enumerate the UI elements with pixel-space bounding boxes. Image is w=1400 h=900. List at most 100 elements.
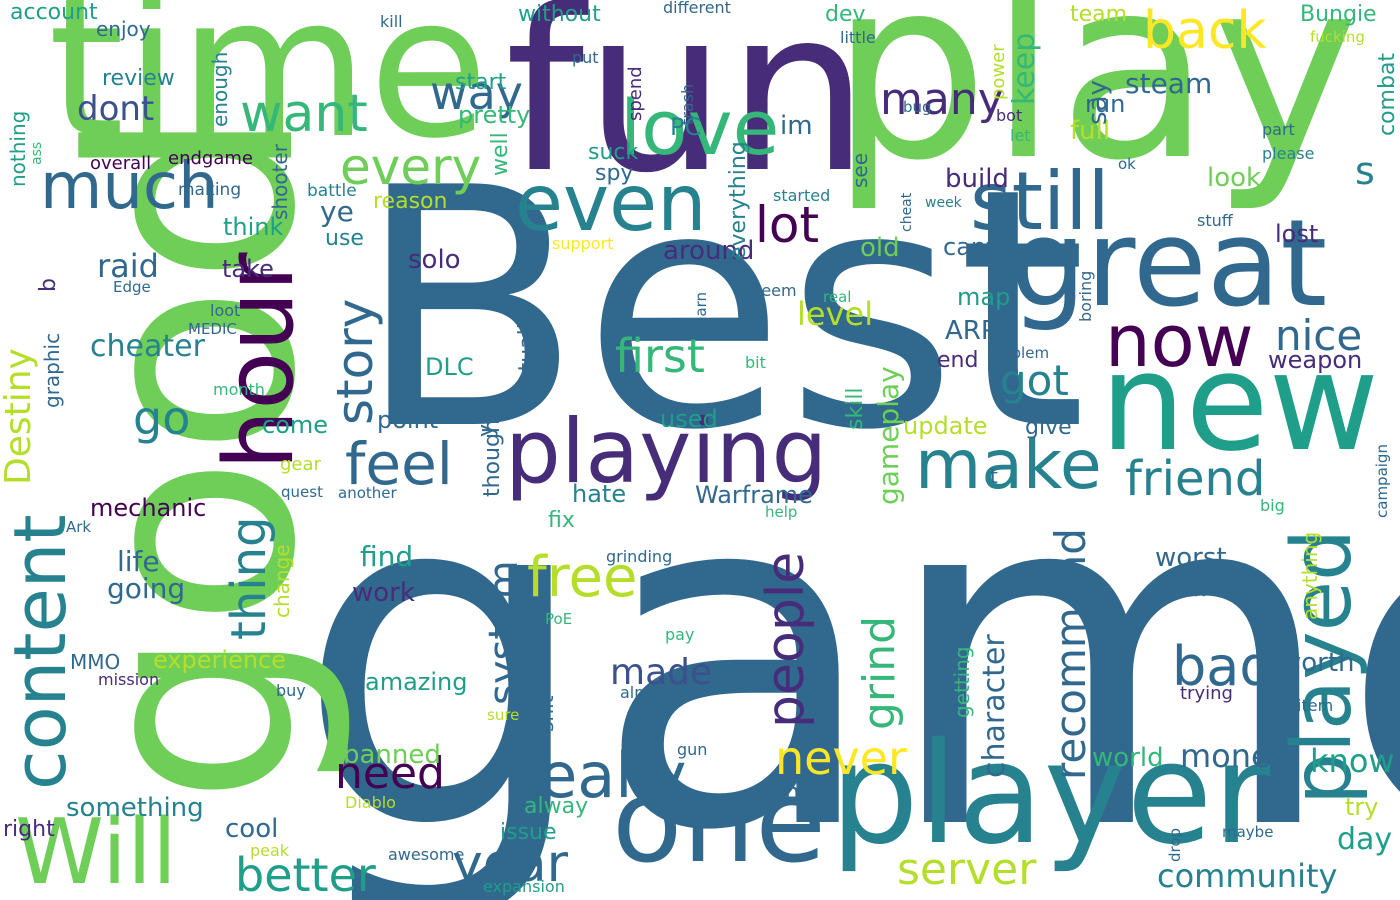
word-stuff: stuff bbox=[1197, 211, 1233, 230]
word-nice: nice bbox=[1275, 311, 1363, 360]
word-old: old bbox=[860, 233, 900, 263]
word-way: way bbox=[430, 66, 524, 120]
word-better: better bbox=[235, 848, 376, 900]
word-warframe: Warframe bbox=[695, 481, 813, 509]
word-big: big bbox=[1260, 496, 1285, 515]
word-new: new bbox=[1100, 324, 1380, 481]
word-system: system bbox=[481, 560, 527, 705]
word-team: team bbox=[1070, 2, 1128, 27]
word-right: right bbox=[3, 817, 55, 842]
word-dont: dont bbox=[77, 89, 155, 129]
word-without: without bbox=[518, 2, 601, 27]
word-still: still bbox=[970, 155, 1110, 248]
word-story: story bbox=[326, 298, 384, 425]
word-much: much bbox=[40, 150, 219, 224]
word-bot: bot bbox=[996, 106, 1023, 125]
word-real: real bbox=[823, 288, 852, 306]
word-say: say bbox=[1083, 80, 1113, 125]
word-see: see bbox=[848, 152, 872, 188]
word-game: game bbox=[295, 386, 1400, 900]
word-cant: cant bbox=[943, 233, 996, 261]
word-run: run bbox=[1085, 90, 1126, 118]
word-bit: bit bbox=[745, 353, 766, 372]
word-got: got bbox=[1000, 356, 1069, 405]
word-awesome: awesome bbox=[388, 845, 465, 864]
word-suck: suck bbox=[588, 140, 639, 165]
word-end: end bbox=[937, 348, 979, 373]
word-change: change bbox=[270, 544, 294, 618]
word-though: though bbox=[480, 419, 505, 497]
word-many: many bbox=[880, 74, 1004, 125]
word-week: week bbox=[925, 195, 962, 211]
word-first: first bbox=[615, 329, 705, 383]
word-ok: ok bbox=[1118, 155, 1136, 173]
word-solo: solo bbox=[408, 245, 461, 275]
word-pretty: pretty bbox=[458, 101, 531, 129]
word-character: character bbox=[977, 634, 1012, 778]
word-day: day bbox=[1337, 822, 1393, 857]
word-give: give bbox=[1025, 415, 1072, 440]
word-review: review bbox=[102, 66, 175, 91]
word-enough: enough bbox=[208, 51, 232, 127]
word-steam: steam bbox=[1125, 67, 1213, 100]
word-edge: Edge bbox=[113, 278, 151, 296]
word-dev: dev bbox=[825, 2, 866, 27]
word-now: now bbox=[1105, 299, 1254, 383]
word-mmo: MMO bbox=[70, 650, 121, 674]
word-drop: drop bbox=[1166, 827, 1184, 862]
word-try: try bbox=[1345, 793, 1379, 821]
word-make: make bbox=[915, 426, 1102, 505]
word-campaign: campaign bbox=[1373, 444, 1391, 518]
word-raid: raid bbox=[97, 247, 159, 285]
word-well: well bbox=[488, 132, 513, 176]
word-spend: spend bbox=[625, 66, 646, 121]
word-t: t bbox=[990, 464, 998, 488]
word-look: look bbox=[1207, 163, 1262, 193]
word-cheat: cheat bbox=[899, 192, 915, 232]
word-going: going bbox=[107, 572, 186, 605]
word-feel: feel bbox=[345, 430, 453, 498]
word-poe: PoE bbox=[545, 610, 573, 628]
word-trying: trying bbox=[1180, 683, 1233, 704]
word-friend: friend bbox=[1125, 451, 1266, 507]
word-peak: peak bbox=[250, 841, 290, 860]
word-loot: loot bbox=[210, 301, 241, 320]
word-something: something bbox=[66, 793, 204, 823]
word-really: really bbox=[515, 739, 687, 812]
word-one: one bbox=[612, 755, 826, 889]
word-shit: shit bbox=[534, 695, 558, 733]
word-use: use bbox=[325, 226, 364, 251]
word-server: server bbox=[897, 844, 1037, 895]
word-money: money bbox=[1180, 737, 1290, 775]
word-enjoy: enjoy bbox=[96, 17, 151, 41]
word-battle: battle bbox=[307, 181, 357, 201]
word-power: power bbox=[988, 44, 1009, 100]
word-ark: Ark bbox=[66, 518, 92, 536]
word-map: map bbox=[957, 283, 1011, 311]
word-full: full bbox=[1070, 116, 1111, 146]
word-play: play bbox=[830, 0, 1360, 215]
word-worst: worst bbox=[1155, 543, 1227, 573]
word-seem: seem bbox=[753, 281, 797, 300]
word-long: long bbox=[763, 778, 815, 806]
word-shooter: shooter bbox=[268, 144, 292, 220]
word-year: year bbox=[452, 834, 569, 894]
word-cool: cool bbox=[225, 814, 279, 844]
word-graphic: graphic bbox=[40, 332, 64, 408]
word-pay: pay bbox=[665, 625, 695, 644]
word-find: find bbox=[360, 540, 414, 573]
word-amazing: amazing bbox=[365, 668, 468, 696]
word-come: come bbox=[262, 411, 329, 439]
word-diablo: Diablo bbox=[345, 793, 396, 812]
word-nothing: nothing bbox=[6, 110, 30, 187]
word-grinding: grinding bbox=[606, 547, 673, 566]
word-will: Will bbox=[15, 800, 178, 900]
word-mission: mission bbox=[98, 670, 160, 689]
word-reason: reason bbox=[373, 189, 448, 214]
word-trash: trash bbox=[678, 83, 697, 125]
word-please: please bbox=[1262, 144, 1315, 163]
word-free: free bbox=[527, 545, 638, 610]
word-gun: gun bbox=[677, 740, 708, 759]
word-every: every bbox=[340, 138, 482, 196]
